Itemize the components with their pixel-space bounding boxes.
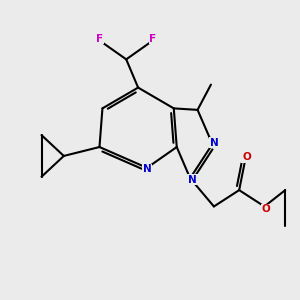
Text: F: F	[149, 34, 157, 44]
Text: N: N	[188, 175, 197, 185]
Text: O: O	[262, 204, 270, 214]
Text: F: F	[96, 34, 103, 44]
Text: N: N	[143, 164, 152, 174]
Text: N: N	[209, 138, 218, 148]
Text: O: O	[242, 152, 251, 162]
